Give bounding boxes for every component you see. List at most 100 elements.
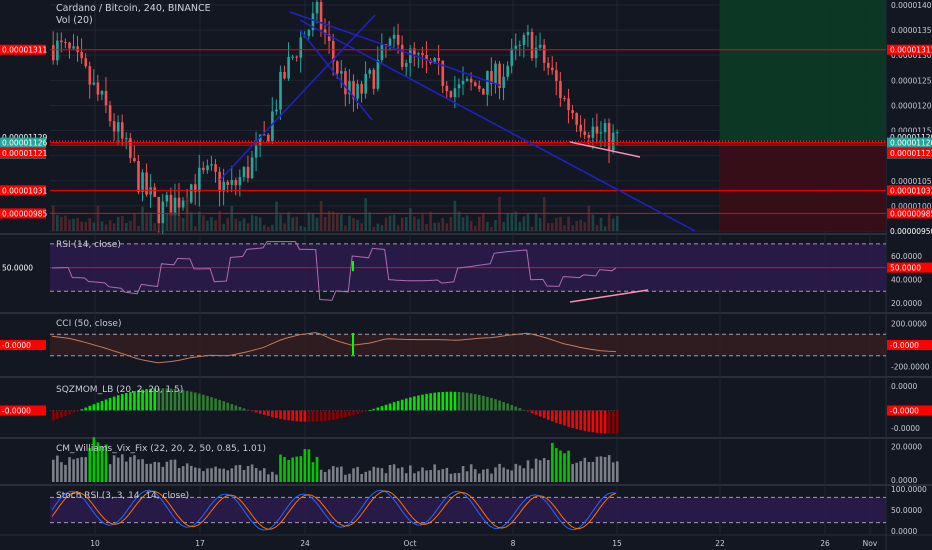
vix-bar <box>473 469 477 482</box>
vix-bar <box>344 474 347 482</box>
candle-body <box>425 55 428 61</box>
volume-bar <box>125 222 128 231</box>
cci-tag-label: -0.0000 <box>890 341 919 350</box>
trendline-short <box>299 29 373 121</box>
candle-body <box>421 53 424 56</box>
volume-bar <box>392 214 396 231</box>
sqzmom-bar <box>189 391 193 411</box>
sqzmom-bar <box>376 407 380 411</box>
vix-bar <box>323 471 327 482</box>
rsi-axis-label: 60.0000 <box>891 252 922 261</box>
vix-bar <box>181 466 185 482</box>
sqzmom-bar <box>262 410 266 415</box>
volume-bar <box>526 213 530 231</box>
candle-body <box>56 40 59 61</box>
vix-bar <box>72 459 75 482</box>
volume-bar <box>567 216 570 231</box>
volume-bar <box>173 212 177 231</box>
candle-body <box>198 167 201 192</box>
sqzmom-bar <box>56 410 59 419</box>
volume-bar <box>88 218 92 231</box>
candle-body <box>344 71 347 95</box>
divergence-line-rsi <box>569 289 649 303</box>
sqzmom-bar <box>518 408 522 411</box>
sqzmom-axis-label: 0.0000 <box>891 382 917 391</box>
sqzmom-title: SQZMOM_LB (20, 2, 20, 1.5) <box>56 385 183 395</box>
time-axis-label: 15 <box>612 539 622 548</box>
vix-bar <box>250 464 254 482</box>
vix-bar <box>522 468 526 482</box>
vix-bar <box>92 437 96 482</box>
sqzmom-bar <box>169 388 173 411</box>
vix-bar <box>242 469 246 482</box>
volume-bar <box>153 223 157 231</box>
sqzmom-bar <box>538 410 542 417</box>
volume-bar <box>376 223 380 231</box>
left-price-tag-bg <box>0 132 46 143</box>
vix-title: CM_Williams_Vix_Fix (22, 20, 2, 50, 0.85… <box>56 444 266 454</box>
sqzmom-bar <box>388 403 392 411</box>
vix-bar <box>392 464 396 482</box>
vix-bar <box>125 461 128 482</box>
sqzmom-left-tag-bg <box>0 405 46 416</box>
stop-loss-zone <box>720 141 886 231</box>
left-price-tag-label: 0.00001311 <box>2 46 48 55</box>
left-price-tag-bg <box>0 137 46 148</box>
vix-bar <box>607 455 611 482</box>
volume-bar <box>319 201 323 231</box>
left-price-tag-bg <box>0 148 46 159</box>
vix-bar <box>563 453 566 482</box>
volume-bar <box>291 217 294 231</box>
vix-bar <box>583 457 587 482</box>
vix-bar <box>404 473 408 482</box>
vix-bar <box>80 457 83 482</box>
volume-bar <box>461 217 465 231</box>
vix-bar <box>84 457 88 482</box>
sqzmom-bar <box>380 406 384 411</box>
sqzmom-bar <box>348 410 351 417</box>
candle-body <box>52 45 55 61</box>
volume-bar <box>206 220 209 231</box>
volume-bar <box>494 220 497 231</box>
volume-bar <box>222 223 225 231</box>
volume-bar <box>262 224 266 231</box>
sqzmom-bar <box>104 399 108 411</box>
candle-body <box>559 81 562 99</box>
volume-bar <box>534 213 538 231</box>
candle-body <box>279 71 282 110</box>
vix-bar <box>291 457 294 482</box>
sqzmom-bar <box>336 410 339 419</box>
candle-body <box>348 81 351 95</box>
sqzmom-bar <box>579 410 583 431</box>
volume-bar <box>425 223 428 231</box>
vix-bar <box>599 456 603 482</box>
sqzmom-bar <box>206 395 209 411</box>
candle-body <box>137 161 140 192</box>
vix-bar <box>437 470 441 482</box>
sqzmom-bar <box>242 408 246 411</box>
cci-left-tag: -0.0000 <box>2 341 31 350</box>
volume-bar <box>250 214 254 231</box>
candle-body <box>473 82 477 86</box>
vix-bar <box>368 470 372 482</box>
sqzmom-bar <box>52 410 55 421</box>
sqzmom-bar <box>100 400 104 411</box>
volume-bar <box>611 218 615 231</box>
sqzmom-bar <box>108 398 112 411</box>
candle-body <box>64 42 67 44</box>
volume-bar <box>579 219 583 231</box>
candle-body <box>112 121 116 132</box>
candle-body <box>465 78 469 81</box>
volume-bar <box>246 223 250 231</box>
price-tag-label: 0.00001129 <box>890 133 932 142</box>
candle-body <box>506 65 509 77</box>
volume-bar <box>360 223 363 231</box>
vix-bar <box>555 448 558 482</box>
candle-body <box>210 164 213 166</box>
price-tag-label: 0.00001126 <box>890 139 932 148</box>
candle-body <box>595 126 599 134</box>
volume-bar <box>112 223 116 231</box>
volume-bar <box>210 217 213 231</box>
vix-bar <box>194 467 197 482</box>
